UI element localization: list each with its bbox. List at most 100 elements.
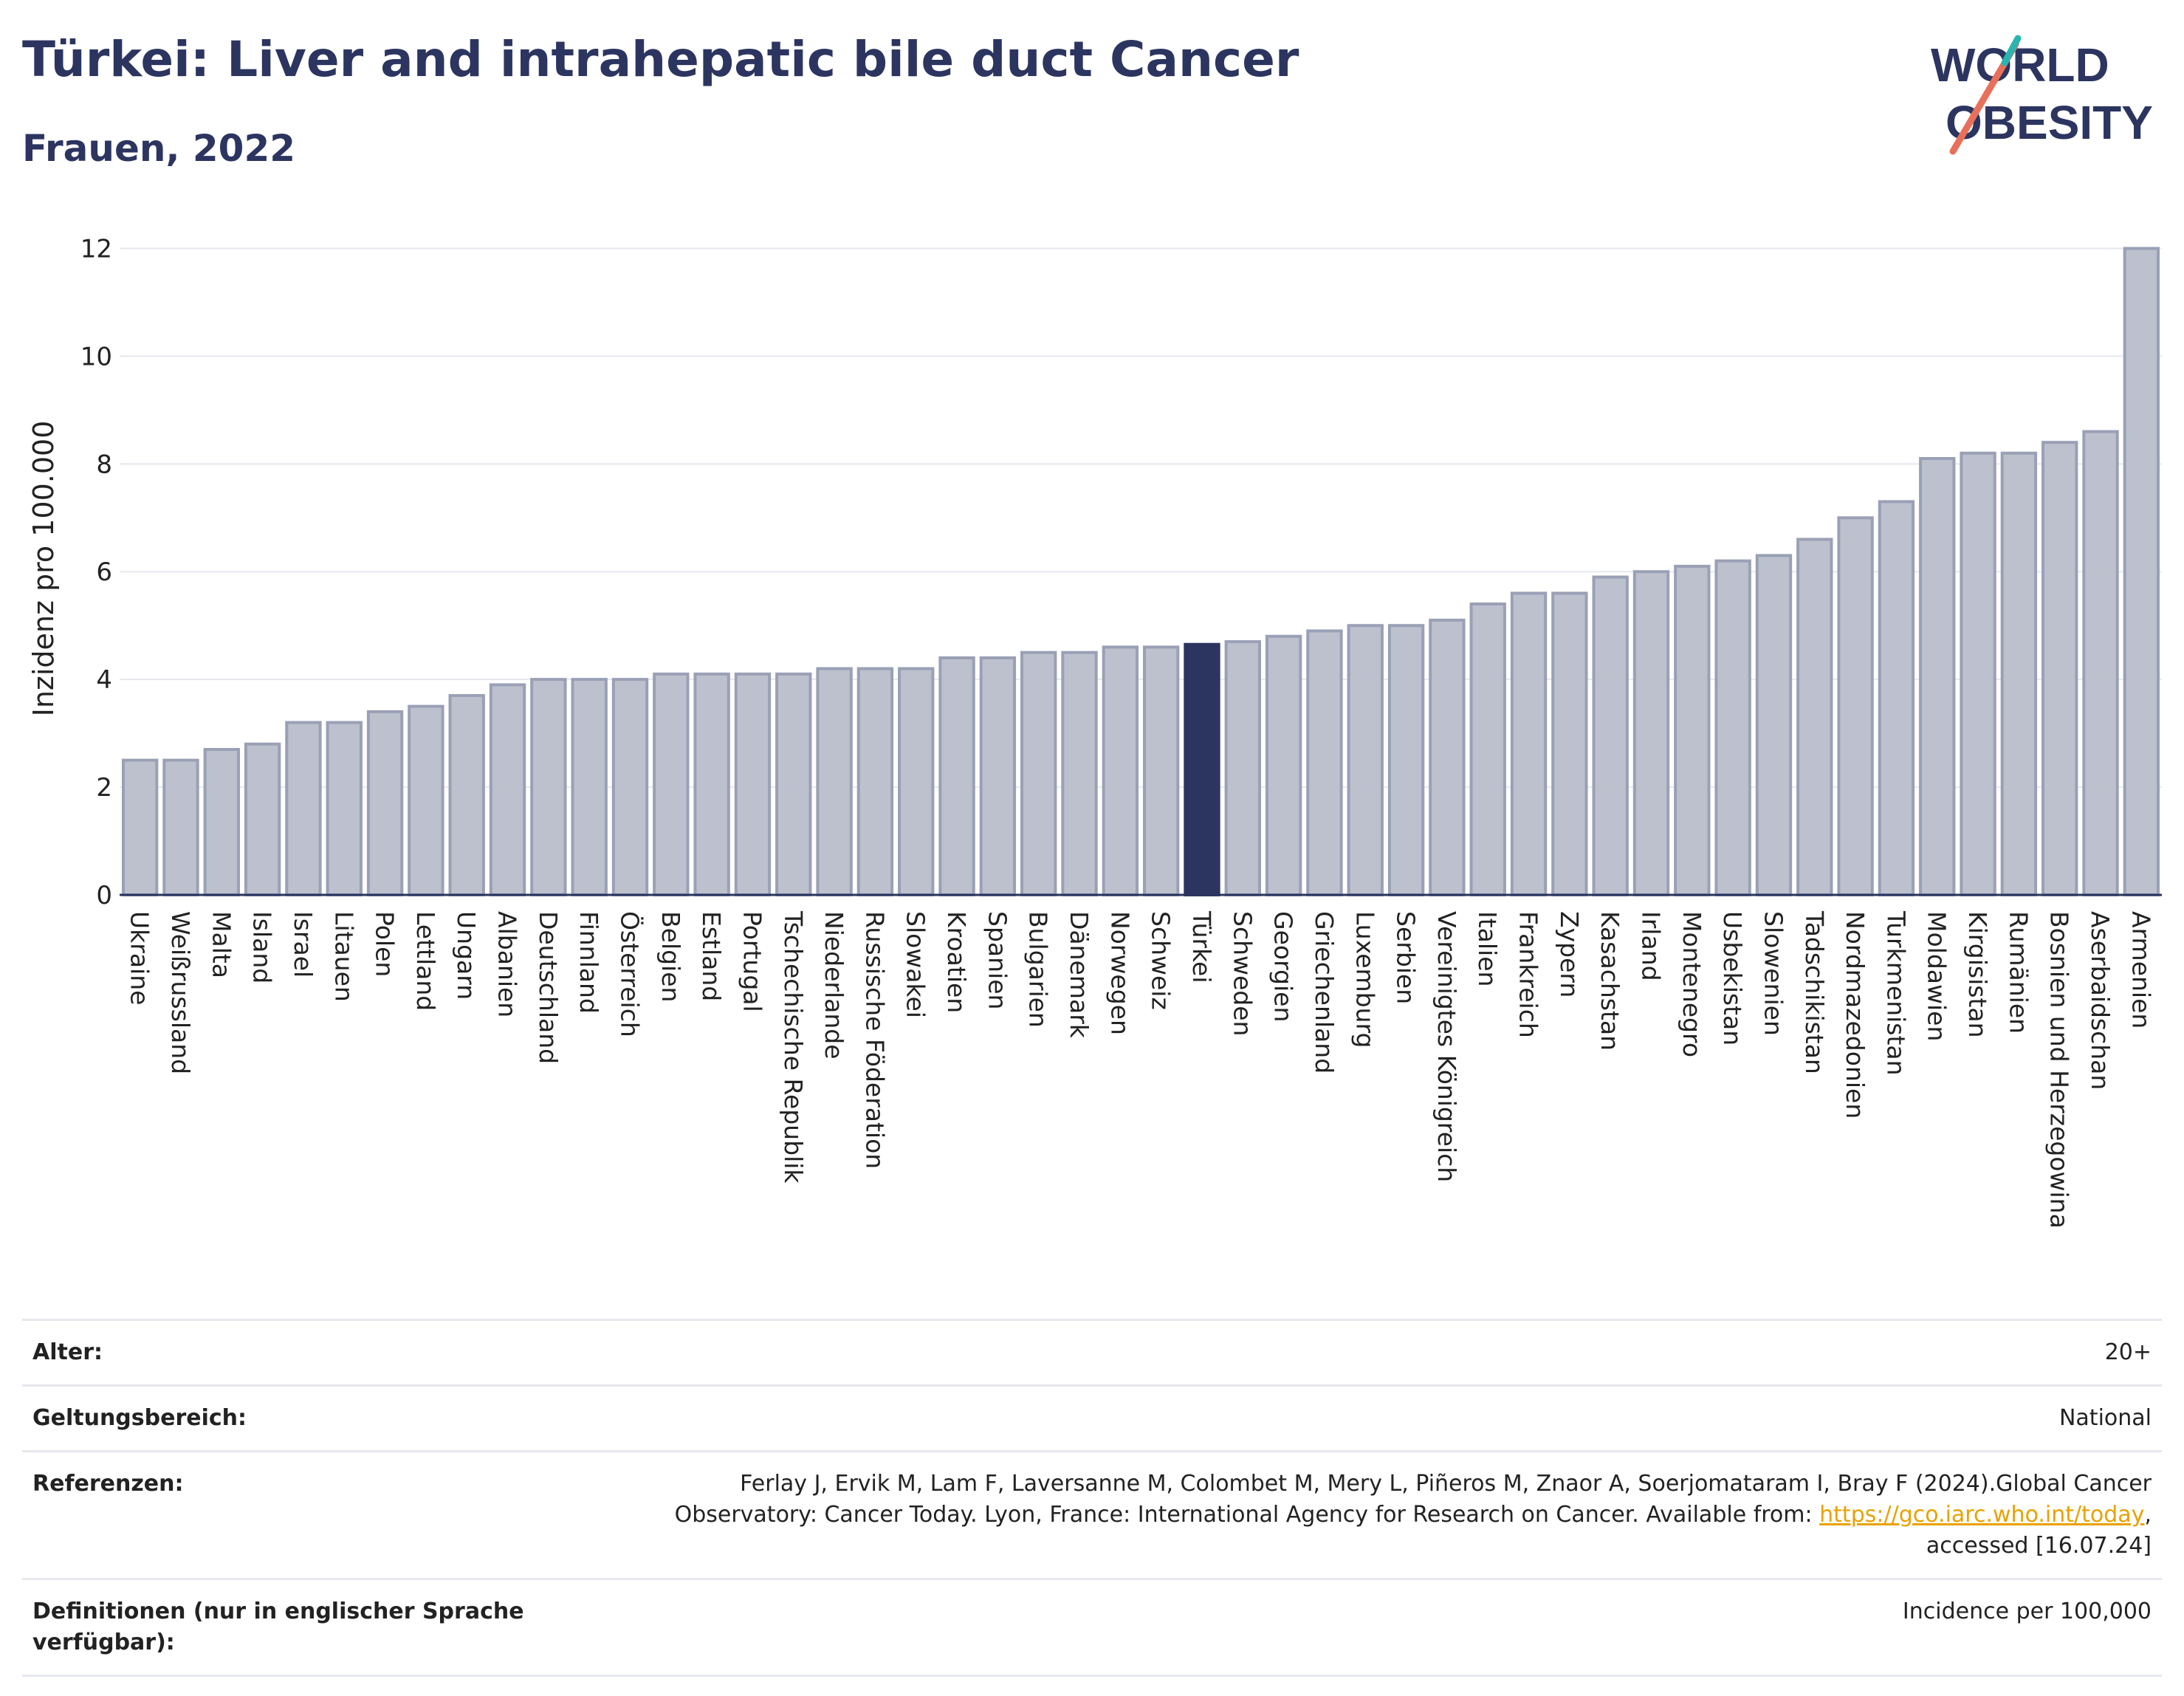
bar [979, 656, 1017, 896]
bar [1755, 554, 1793, 896]
bar [1551, 591, 1588, 896]
x-tick-label: Armenien [2126, 911, 2155, 1029]
meta-row-references: Referenzen: Ferlay J, Ervik M, Lam F, La… [22, 1450, 2162, 1578]
x-tick-label: Spanien [983, 911, 1012, 1009]
x-tick-label: Bosnien und Herzegowina [2045, 911, 2074, 1229]
meta-row-age: Alter: 20+ [22, 1319, 2162, 1384]
bar [1960, 451, 1996, 896]
logo-line1: WORLD [1931, 38, 2109, 92]
bar [2042, 441, 2078, 896]
x-tick-label: Albanien [493, 911, 522, 1017]
y-tick-label: 0 [96, 881, 112, 910]
x-tick-label: Schweden [1228, 911, 1257, 1036]
y-tick-label: 6 [96, 557, 112, 587]
bar-highlight [1184, 642, 1220, 897]
bar [489, 683, 526, 896]
bar [816, 667, 853, 896]
x-tick-label: Tschechische Republik [779, 910, 808, 1184]
x-tick-label: Israel [289, 911, 317, 978]
logo-slash-accent-icon [2001, 35, 2022, 66]
x-tick-label: Schweiz [1147, 911, 1175, 1010]
bar [285, 721, 322, 897]
metadata-table: Alter: 20+ Geltungsbereich: National Ref… [22, 1319, 2162, 1677]
bar [408, 704, 444, 897]
x-tick-label: Norwegen [1105, 911, 1134, 1035]
meta-value: National [2058, 1405, 2152, 1431]
x-tick-label: Ukraine [126, 911, 154, 1005]
reference-text-end: , accessed [16.07.24] [1926, 1502, 2152, 1559]
bar [938, 656, 975, 896]
x-tick-label: Kroatien [942, 911, 971, 1013]
x-tick-label: Rumänien [2004, 911, 2033, 1034]
x-tick-label: Turkmenistan [1881, 910, 1910, 1076]
x-tick-label: Italien [1473, 911, 1502, 986]
x-tick-label: Frankreich [1514, 911, 1543, 1038]
x-tick-label: Belgien [656, 911, 685, 1002]
x-tick-label: Serbien [1392, 911, 1421, 1004]
bar [244, 742, 281, 896]
x-tick-label: Slowenien [1759, 911, 1788, 1036]
bar [611, 678, 649, 896]
bar [693, 672, 730, 896]
meta-key: Geltungsbereich: [32, 1405, 247, 1431]
y-tick-label: 12 [80, 234, 112, 264]
x-tick-label: Kasachstan [1596, 911, 1624, 1051]
bar [2123, 247, 2160, 897]
x-tick-label: Litauen [329, 911, 358, 1002]
y-tick-label: 2 [96, 773, 112, 803]
x-tick-label: Vereinigtes Königreich [1432, 911, 1461, 1182]
x-tick-label: Nordmazedonien [1841, 911, 1869, 1119]
bar [203, 748, 240, 896]
x-tick-label: Türkei [1187, 910, 1216, 983]
meta-key: Alter: [32, 1339, 103, 1365]
bar-chart: 0 2 4 6 8 10 12 Ukraine Weißrussland Malta Island… [27, 234, 2162, 1229]
bar [1265, 634, 1302, 896]
bars [120, 247, 2162, 897]
y-axis-label: Inzidenz pro 100.000 [27, 421, 60, 717]
reference-text: Ferlay J, Ervik M, Lam F, Laversanne M, … [674, 1471, 2152, 1528]
x-tick-label: Island [248, 911, 277, 983]
bar [1632, 570, 1670, 896]
bar [1387, 624, 1425, 896]
x-tick-label: Polen [371, 911, 399, 977]
bar [1919, 457, 1956, 896]
bar [775, 672, 812, 896]
bar [1878, 500, 1915, 896]
x-tick-label: Usbekistan [1718, 911, 1747, 1046]
x-tick-label: Russische Föderation [860, 911, 889, 1169]
x-tick-label: Griechenland [1310, 911, 1339, 1074]
meta-row-scope: Geltungsbereich: National [22, 1384, 2162, 1450]
bar [162, 758, 199, 896]
bar [2000, 451, 2038, 896]
x-tick-label: Malta [207, 911, 236, 978]
x-tick-label: Finnland [574, 911, 603, 1014]
x-tick-label: Bulgarien [1024, 911, 1053, 1028]
meta-value: 20+ [2104, 1339, 2152, 1365]
bar [326, 721, 363, 897]
x-tick-label: Kirgisistan [1963, 911, 1992, 1038]
meta-value: Ferlay J, Ervik M, Lam F, Laversanne M, … [601, 1469, 2152, 1562]
bar [653, 672, 690, 896]
bar [1224, 640, 1261, 896]
meta-row-definitions: Definitionen (nur in englischer Sprache … [22, 1578, 2162, 1677]
x-tick-label: Tadschikistan [1800, 910, 1829, 1074]
x-tick-label: Zypern [1555, 911, 1584, 998]
bar [1796, 538, 1833, 896]
x-axis-labels: Ukraine Weißrussland Malta Island Israel Lita… [126, 910, 2156, 1229]
bar [530, 678, 567, 896]
bar [1837, 516, 1874, 897]
bar [1714, 559, 1751, 896]
bar [1061, 650, 1098, 896]
meta-key: Definitionen (nur in englischer Sprache … [32, 1599, 524, 1655]
x-tick-label: Weißrussland [166, 911, 195, 1074]
x-tick-label: Niederlande [820, 911, 848, 1060]
bar [1306, 629, 1343, 896]
bar [2082, 430, 2119, 896]
x-tick-label: Moldawien [1923, 911, 1951, 1041]
x-tick-label: Ungarn [452, 911, 481, 1000]
bar [1347, 624, 1384, 896]
y-tick-label: 4 [96, 665, 112, 695]
reference-link[interactable]: https://gco.iarc.who.int/today [1819, 1502, 2145, 1528]
x-tick-label: Georgien [1269, 911, 1298, 1022]
x-tick-label: Dänemark [1065, 911, 1093, 1039]
